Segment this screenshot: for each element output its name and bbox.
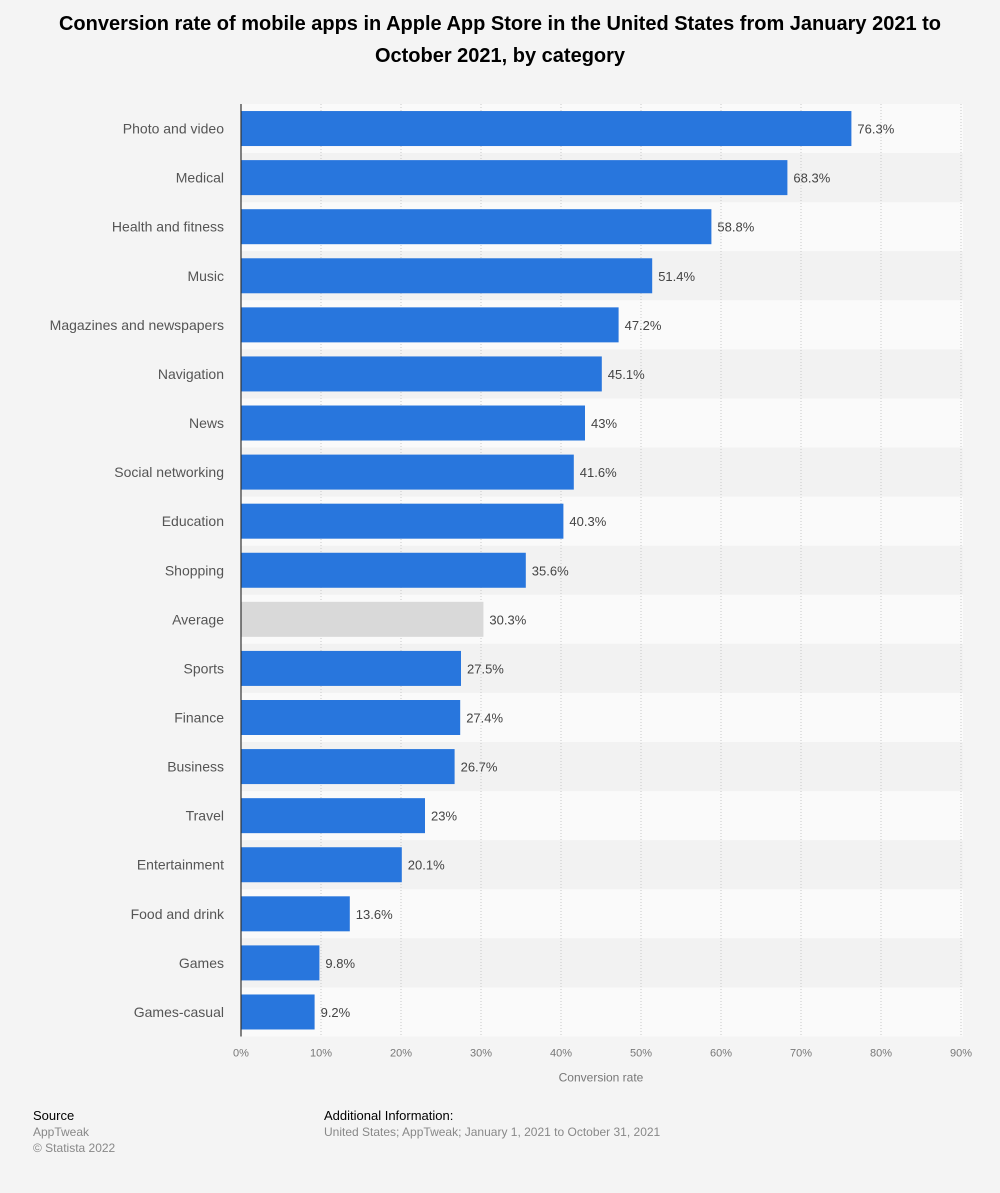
data-label: 47.2% [625, 318, 662, 333]
bar [241, 700, 461, 735]
x-tick-label: 90% [950, 1048, 972, 1060]
bar [241, 356, 602, 392]
row-band [241, 889, 963, 939]
data-label: 26.7% [461, 760, 498, 775]
x-tick-label: 50% [630, 1048, 652, 1060]
bar [241, 798, 425, 834]
category-label: Magazines and newspapers [50, 317, 224, 333]
data-label: 20.1% [408, 858, 445, 873]
data-label: 35.6% [532, 563, 569, 578]
data-label: 23% [431, 809, 457, 824]
data-label: 9.8% [325, 956, 355, 971]
category-label: News [189, 415, 224, 431]
bar [241, 601, 484, 637]
x-tick-label: 10% [310, 1048, 332, 1060]
bar [241, 945, 320, 981]
bar [241, 454, 574, 490]
category-label: Music [187, 268, 224, 284]
x-tick-label: 20% [390, 1048, 412, 1060]
data-label: 68.3% [793, 171, 830, 186]
additional-info-heading: Additional Information: [324, 1108, 454, 1123]
data-label: 13.6% [356, 907, 393, 922]
source-name: AppTweak [33, 1125, 90, 1139]
category-label: Shopping [165, 562, 224, 578]
bar [241, 847, 402, 883]
data-label: 40.3% [569, 514, 606, 529]
x-axis-title: Conversion rate [559, 1071, 644, 1085]
source-heading: Source [33, 1108, 75, 1123]
bar [241, 405, 585, 441]
category-label: Education [162, 513, 224, 529]
bar [241, 552, 526, 588]
x-tick-label: 30% [470, 1048, 492, 1060]
bar [241, 258, 653, 294]
bar [241, 503, 564, 539]
bar-chart: 0% 10% 20% 30% 40% 50% 60% 70% 80% 90% Conversion … [50, 104, 972, 1085]
additional-info-block: Additional Information: United States; A… [324, 1108, 660, 1140]
bar [241, 749, 455, 785]
category-label: Games [179, 955, 224, 971]
bar [241, 896, 350, 932]
source-block: Source AppTweak © Statista 2022 [33, 1108, 115, 1156]
category-label: Games-casual [134, 1004, 224, 1020]
additional-info-text: United States; AppTweak; January 1, 2021… [324, 1125, 661, 1139]
data-label: 76.3% [857, 122, 894, 137]
category-label: Navigation [158, 366, 224, 382]
x-tick-label: 0% [233, 1048, 249, 1060]
chart-title: Conversion rate of mobile apps in Apple … [58, 13, 941, 67]
data-label: 27.5% [467, 661, 504, 676]
category-label: Business [167, 759, 224, 775]
category-label: Travel [186, 808, 224, 824]
row-band [241, 987, 963, 1037]
data-label: 27.4% [466, 711, 503, 726]
data-label: 30.3% [489, 612, 526, 627]
category-label: Photo and video [123, 121, 224, 137]
row-band [241, 938, 963, 988]
x-tick-label: 60% [710, 1048, 732, 1060]
bar [241, 307, 619, 343]
data-label: 51.4% [658, 269, 695, 284]
copyright: © Statista 2022 [33, 1141, 116, 1155]
bar [241, 650, 461, 686]
category-label: Entertainment [137, 857, 224, 873]
x-tick-label: 70% [790, 1048, 812, 1060]
data-label: 9.2% [321, 1005, 351, 1020]
x-tick-label: 40% [550, 1048, 572, 1060]
category-label: Sports [184, 660, 224, 676]
bar [241, 994, 315, 1030]
category-label: Social networking [114, 464, 224, 480]
data-label: 41.6% [580, 465, 617, 480]
data-label: 58.8% [717, 220, 754, 235]
category-label: Average [172, 611, 224, 627]
data-label: 45.1% [608, 367, 645, 382]
bar [241, 209, 712, 245]
bar [241, 111, 852, 147]
category-label: Medical [176, 170, 224, 186]
bar [241, 160, 788, 196]
x-tick-label: 80% [870, 1048, 892, 1060]
category-label: Finance [174, 710, 224, 726]
category-label: Food and drink [131, 906, 225, 922]
category-label: Health and fitness [112, 219, 224, 235]
data-label: 43% [591, 416, 617, 431]
